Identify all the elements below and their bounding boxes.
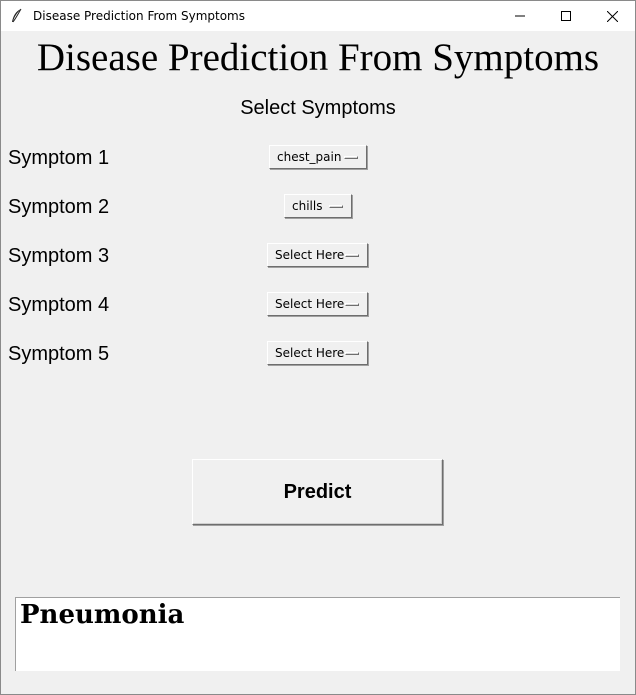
page-title: Disease Prediction From Symptoms xyxy=(36,36,600,79)
predict-button[interactable]: Predict xyxy=(192,459,443,525)
dropdown-indicator-icon xyxy=(345,254,359,257)
symptom-5-value: Select Here xyxy=(275,346,345,360)
dropdown-indicator-icon xyxy=(345,352,359,355)
close-icon xyxy=(606,10,618,22)
result-box: Pneumonia xyxy=(15,597,620,671)
maximize-icon xyxy=(561,11,571,21)
symptom-2-select[interactable]: chills xyxy=(284,194,352,218)
close-button[interactable] xyxy=(589,1,635,31)
symptom-4-select[interactable]: Select Here xyxy=(267,292,368,316)
symptom-2-label: Symptom 2 xyxy=(8,196,110,218)
title-bar[interactable]: Disease Prediction From Symptoms xyxy=(1,1,635,31)
symptom-3-select[interactable]: Select Here xyxy=(267,243,368,267)
symptom-1-select[interactable]: chest_pain xyxy=(269,145,367,169)
symptom-5-select[interactable]: Select Here xyxy=(267,341,368,365)
feather-icon xyxy=(10,8,24,24)
symptom-3-label: Symptom 3 xyxy=(8,245,110,267)
dropdown-indicator-icon xyxy=(344,156,358,159)
dropdown-indicator-icon xyxy=(345,303,359,306)
symptom-3-value: Select Here xyxy=(275,248,345,262)
symptom-5-label: Symptom 5 xyxy=(8,343,110,365)
maximize-button[interactable] xyxy=(543,1,589,31)
symptom-4-value: Select Here xyxy=(275,297,345,311)
dropdown-indicator-icon xyxy=(329,205,343,208)
section-subtitle: Select Symptoms xyxy=(240,97,396,119)
symptom-1-label: Symptom 1 xyxy=(8,147,110,169)
minimize-icon xyxy=(515,15,525,17)
symptom-2-value: chills xyxy=(292,199,323,213)
minimize-button[interactable] xyxy=(497,1,543,31)
symptom-4-label: Symptom 4 xyxy=(8,294,110,316)
prediction-result: Pneumonia xyxy=(20,600,185,630)
symptom-1-value: chest_pain xyxy=(277,150,342,164)
window-title: Disease Prediction From Symptoms xyxy=(33,9,245,23)
